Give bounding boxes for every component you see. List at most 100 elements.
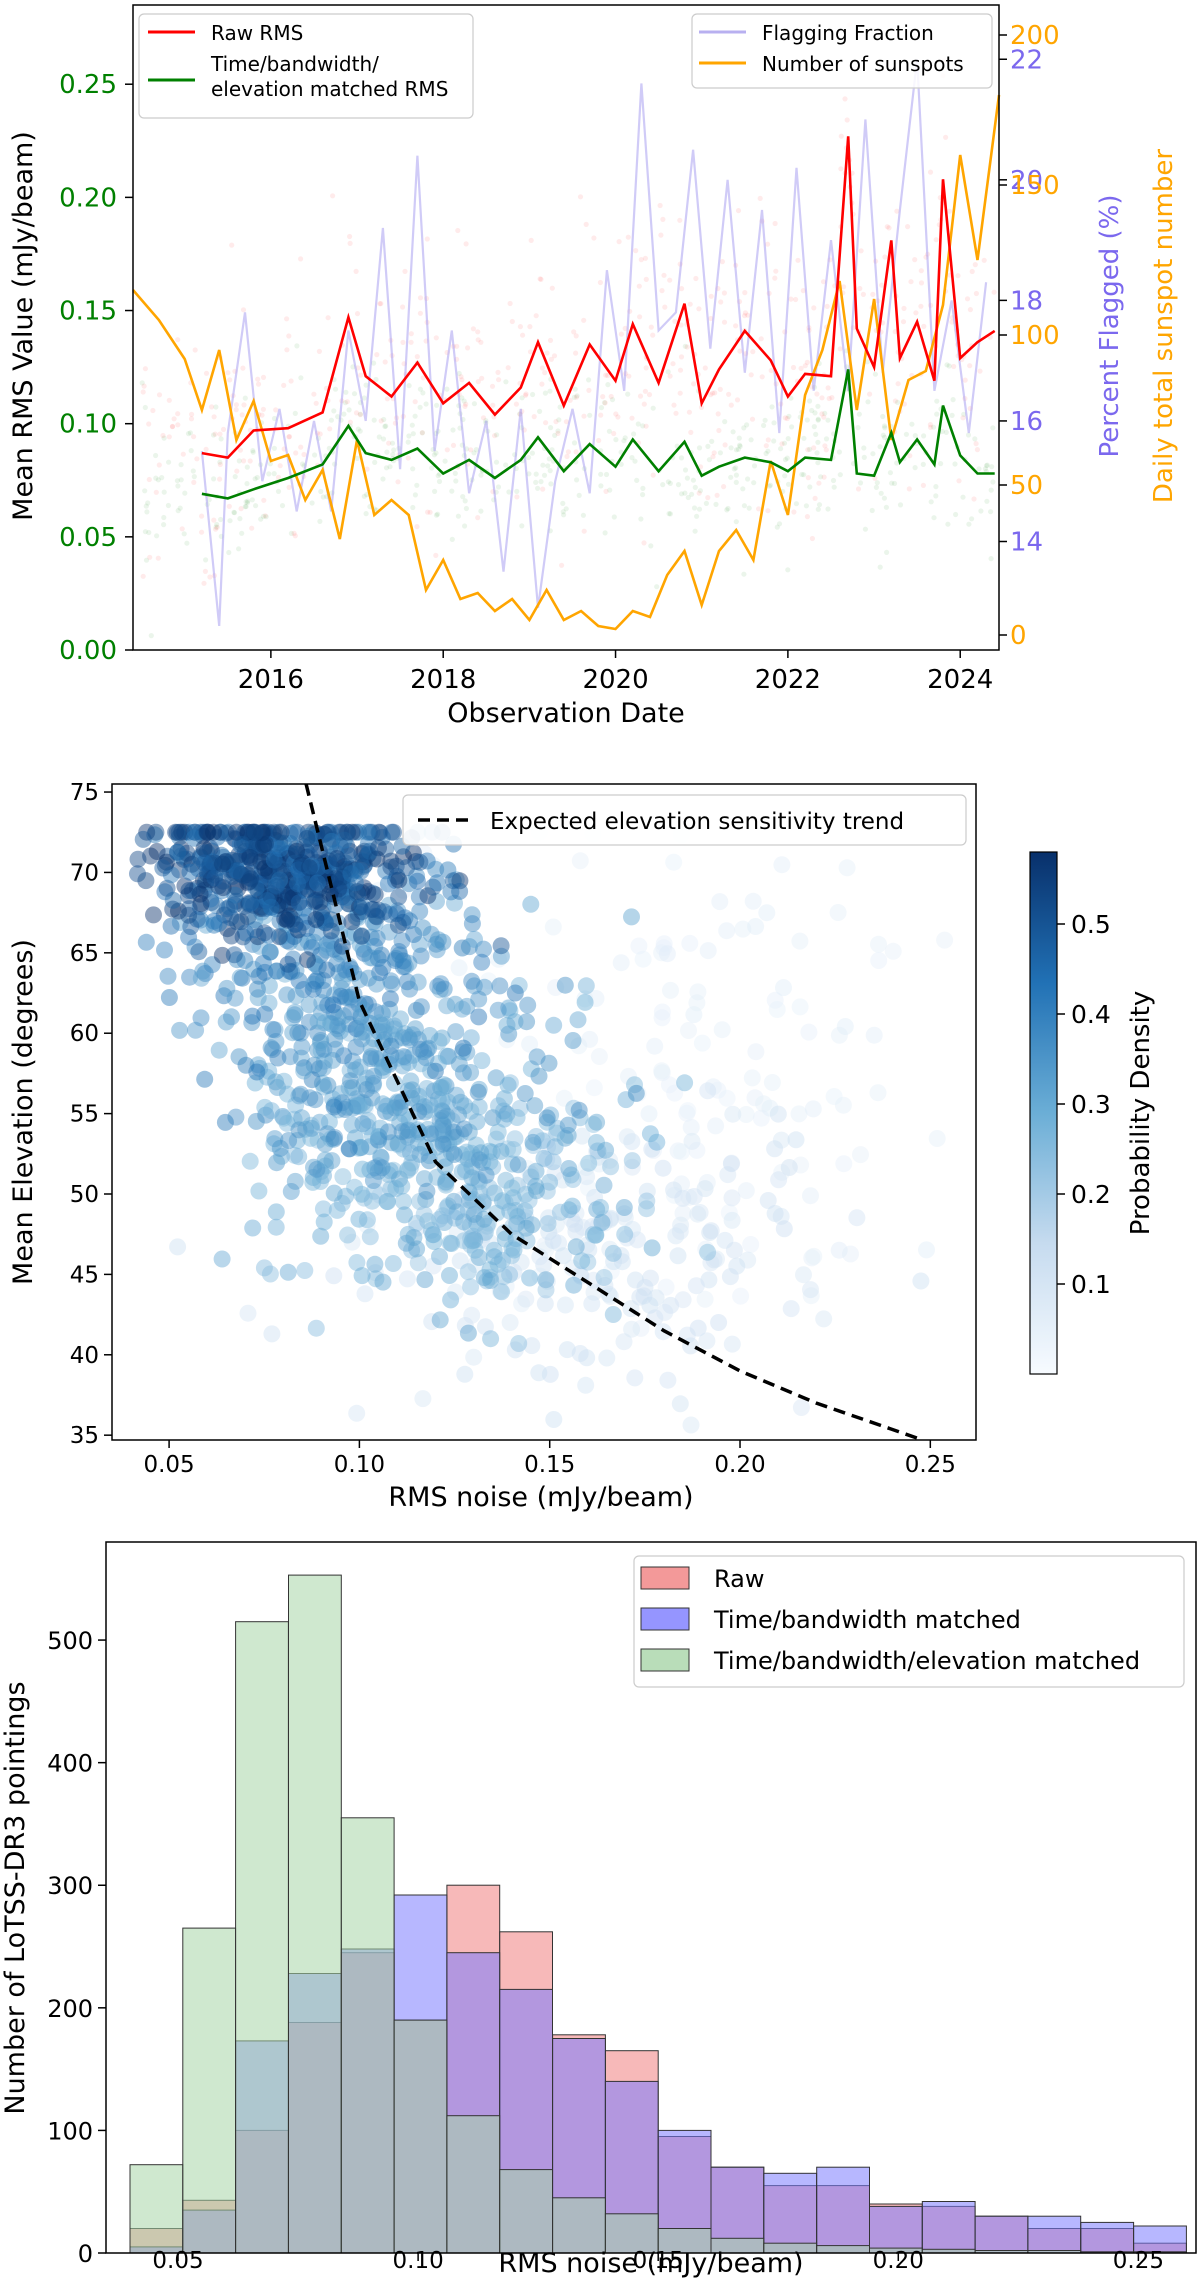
matched-rms-point [782,473,788,479]
elevation-point [403,1081,421,1099]
elevation-point [231,850,249,868]
elevation-point [364,913,382,931]
elevation-point [612,1247,630,1264]
matched-rms-point [142,529,148,535]
elevation-point [295,981,313,998]
elevation-point [262,1039,280,1057]
elevation-point [358,823,376,841]
elevation-point [477,1166,495,1184]
panel-rms-vs-date: 2016 2018 2020 2022 2024 0.000.050.100.150.2… [8,4,1179,729]
elevation-point [456,1097,474,1115]
elevation-point [462,1102,480,1120]
elevation-point [687,1277,705,1295]
elevation-point [305,893,323,911]
elevation-point [293,878,310,896]
elevation-point [766,1205,784,1222]
elevation-point [441,1234,459,1252]
elevation-point [239,823,257,841]
elevation-point [356,1024,374,1041]
panel1-sunspot-label: Daily total sunspot number [1149,149,1179,503]
elevation-point [411,1193,429,1210]
elevation-point [216,853,234,871]
elevation-point [275,1109,293,1127]
elevation-point [412,1055,430,1073]
elevation-point [420,1152,438,1170]
elevation-point [550,1234,568,1252]
raw-rms-point [147,554,153,560]
elevation-point [499,1140,517,1158]
matched-rms-point [988,509,994,515]
elevation-point [374,1062,392,1079]
elevation-point [228,862,246,880]
elevation-point [164,891,182,909]
elevation-point [508,1109,526,1126]
raw-rms-point [711,450,717,456]
elevation-point [512,1253,530,1271]
matched-rms-point [442,458,448,464]
elevation-point [190,943,208,961]
raw-rms-point [538,276,544,282]
elevation-point [341,892,359,910]
elevation-point [389,916,407,934]
elevation-point [418,1182,436,1200]
elevation-point [388,905,406,923]
raw-rms-point [790,364,797,371]
raw-rms-point [475,515,481,521]
elevation-point [467,1149,485,1167]
elevation-point [571,1345,589,1362]
raw-rms-point [962,377,968,383]
elevation-point [286,915,304,933]
elevation-point [454,1190,472,1208]
elevation-point [311,863,328,881]
elevation-point [586,1188,604,1206]
elevation-point [601,1211,619,1229]
elevation-point [281,872,299,890]
elevation-point [434,1122,452,1140]
elevation-point [195,823,213,841]
x-tick-label: 0.05 [143,1452,194,1478]
elevation-point [463,1149,481,1167]
elevation-point [315,911,333,929]
elevation-point [516,1202,534,1220]
legend-number-of-sunspots: Number of sunspots [762,52,964,76]
elevation-point [429,931,447,949]
elevation-point [623,908,640,926]
elevation-point [226,989,244,1007]
elevation-point [147,823,165,841]
raw-rms-point [907,453,913,459]
elevation-point [362,928,380,946]
elevation-point [592,1199,609,1216]
elevation-point [377,862,395,880]
matched-rms-point [939,428,945,435]
raw-rms-point [564,453,570,460]
elevation-point [562,1166,580,1184]
elevation-point [437,1174,455,1192]
matched-rms-point [279,503,286,509]
elevation-point [328,872,346,890]
matched-rms-point [191,474,197,480]
elevation-point [353,1160,371,1178]
raw-rms-point [819,395,825,401]
matched-rms-point [580,512,587,518]
matched-rms-point [685,494,691,501]
matched-rms-point [692,528,698,534]
elevation-point [300,907,318,925]
elevation-point [279,850,297,868]
matched-rms-point [771,438,777,444]
y-tick-label: 65 [70,941,99,967]
elevation-point [313,909,331,927]
elevation-point [383,975,401,993]
raw-rms-point [514,494,520,500]
elevation-point [236,842,254,860]
elevation-point [296,859,314,877]
elevation-point [494,1251,511,1269]
elevation-point [391,1170,408,1188]
matched-rms-point [432,488,438,494]
elevation-point [270,928,288,946]
elevation-point [802,1287,820,1305]
elevation-point [309,970,327,988]
elevation-point [315,890,332,908]
matched-rms-point [746,505,752,511]
elevation-point [570,1101,588,1119]
elevation-point [559,1126,577,1144]
